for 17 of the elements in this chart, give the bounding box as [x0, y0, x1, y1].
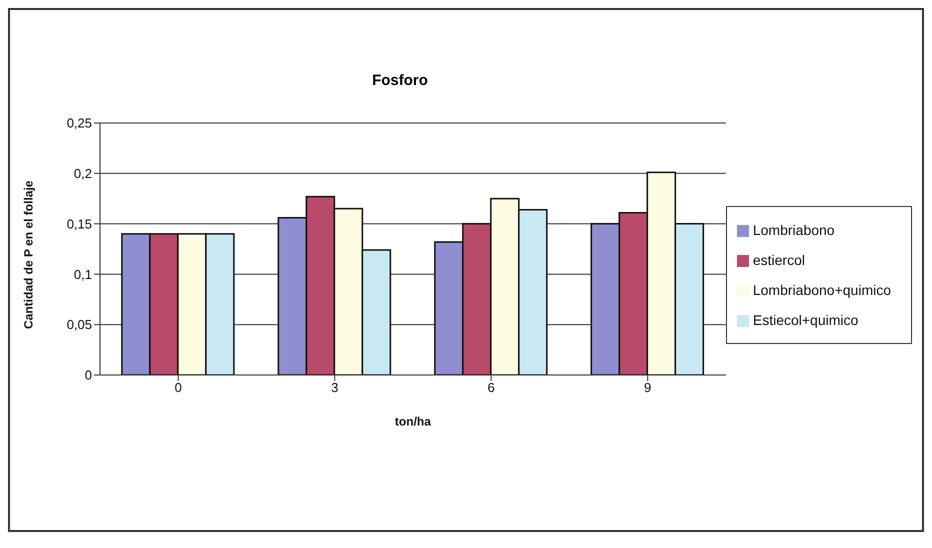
x-tick-label: 0	[174, 380, 182, 396]
legend-label: Lombriabono	[752, 222, 835, 238]
legend-label: Lombriabono+quimico	[752, 282, 891, 298]
y-tick-label: 0,2	[74, 166, 92, 182]
y-tick-label: 0	[84, 368, 92, 383]
y-tick-label: 0,1	[74, 266, 92, 282]
y-axis-title: Cantidad de P en el follaje	[21, 180, 36, 329]
y-tick-label: 0,25	[66, 116, 92, 131]
legend-label: estiercol	[752, 252, 805, 268]
legend-label: Estiecol+quimico	[752, 312, 858, 328]
y-tick-label: 0,15	[66, 216, 92, 232]
x-tick-label: 9	[644, 380, 652, 396]
y-tick-label: 0,05	[66, 317, 92, 332]
chart-title: Fosforo	[371, 72, 429, 89]
x-axis-title: ton/ha	[394, 414, 432, 429]
x-tick-label: 3	[331, 380, 338, 396]
x-tick-label: 6	[488, 380, 495, 396]
